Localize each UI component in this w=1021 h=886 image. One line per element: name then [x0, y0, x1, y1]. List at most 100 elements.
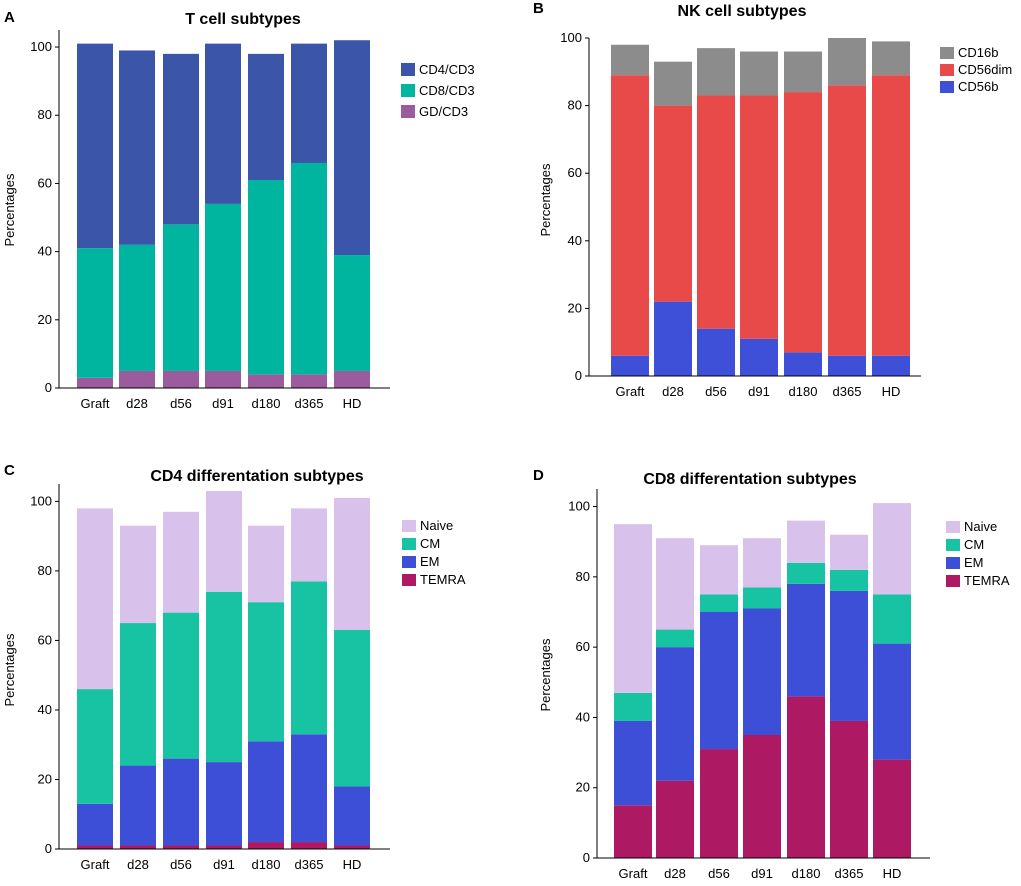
bar-cd8-cd3-d56: [163, 224, 199, 371]
bar-temra-hd: [334, 845, 370, 849]
legend-swatch: [946, 521, 960, 533]
x-tick-label: d28: [662, 384, 684, 399]
bar-temra-d56: [163, 845, 199, 849]
x-tick-label: d180: [792, 866, 821, 881]
y-tick-label: 40: [38, 244, 52, 259]
bar-em-hd: [873, 643, 911, 760]
legend: CD4/CD3 CD8/CD3 GD/CD3: [401, 62, 475, 119]
bar-cd8-cd3-hd: [334, 255, 370, 371]
bar-naive-graft: [614, 524, 652, 693]
bar-cd16b-graft: [611, 44, 649, 76]
bar-cd56b-d180: [784, 352, 822, 376]
x-tick-label: d56: [170, 857, 192, 872]
chart-panel-1: A T cell subtypes 0 20 40 60 80 100 Graft d28 d56 d…: [2, 9, 475, 411]
chart-title: T cell subtypes: [185, 11, 301, 28]
legend-label: CM: [964, 537, 984, 552]
bar-cd4-cd3-d28: [119, 50, 155, 245]
bar-naive-d365: [291, 508, 327, 582]
bar-naive-d28: [120, 525, 156, 624]
panel-letter: B: [533, 0, 544, 17]
x-tick-label: HD: [343, 857, 362, 872]
legend-swatch: [402, 574, 416, 586]
bar-cd56dim-d28: [654, 105, 692, 302]
legend-label: CD16b: [958, 45, 998, 60]
bar-cm-d180: [787, 562, 825, 584]
bar-naive-d91: [743, 538, 781, 588]
x-tick-label: d91: [748, 384, 770, 399]
x-tick-label: d56: [170, 396, 192, 411]
legend-label: GD/CD3: [419, 104, 468, 119]
legend-swatch: [402, 520, 416, 532]
bar-cd56b-d56: [697, 328, 735, 376]
x-tick-label: d365: [835, 866, 864, 881]
y-tick-label: 20: [568, 300, 582, 315]
bar-cm-d365: [830, 569, 868, 591]
y-tick-label: 80: [568, 98, 582, 113]
panel-letter: A: [4, 9, 15, 26]
y-tick-label: 60: [576, 639, 590, 654]
bars-group: [77, 40, 370, 388]
bar-naive-hd: [334, 497, 370, 630]
x-tick-label: d28: [664, 866, 686, 881]
legend-label: CD4/CD3: [419, 62, 475, 77]
bar-cd4-cd3-hd: [334, 40, 370, 256]
x-tick-label: d365: [295, 857, 324, 872]
bar-naive-hd: [873, 503, 911, 595]
bar-gd-cd3-d365: [291, 374, 327, 388]
y-axis-label: Percentages: [538, 638, 553, 711]
x-tick-label: d28: [126, 396, 148, 411]
bar-cd16b-d56: [697, 48, 735, 96]
bar-em-d91: [743, 608, 781, 735]
bar-cd56b-d365: [828, 355, 866, 376]
bar-naive-d180: [787, 520, 825, 563]
bar-cd56dim-graft: [611, 75, 649, 356]
legend-swatch: [401, 63, 415, 76]
legend-swatch: [401, 105, 415, 118]
y-tick-label: 60: [38, 632, 52, 647]
legend-swatch: [402, 538, 416, 550]
bar-cd56dim-hd: [872, 75, 910, 356]
legend-label: EM: [964, 555, 984, 570]
panel-letter: D: [533, 467, 544, 484]
bar-em-d91: [206, 762, 242, 846]
y-tick-label: 60: [38, 175, 52, 190]
bar-naive-d91: [206, 490, 242, 592]
y-tick-label: 20: [38, 312, 52, 327]
x-tick-label: HD: [343, 396, 362, 411]
bar-temra-d365: [291, 842, 327, 849]
y-tick-label: 40: [576, 709, 590, 724]
bar-cd56b-hd: [872, 355, 910, 376]
y-axis-label: Percentages: [2, 173, 17, 246]
y-tick-label: 60: [568, 165, 582, 180]
bar-em-d180: [248, 741, 284, 843]
bar-cd56dim-d56: [697, 95, 735, 329]
legend-label: TEMRA: [964, 573, 1010, 588]
bar-cd8-cd3-d91: [205, 203, 241, 371]
legend-label: Naive: [420, 518, 453, 533]
chart-panel-2: B NK cell subtypes 0 20 40 60 80 100 Graft d28 d56…: [533, 0, 1012, 399]
bar-em-d28: [656, 647, 694, 781]
x-tick-label: d91: [212, 396, 234, 411]
y-tick-label: 80: [38, 563, 52, 578]
bar-temra-d365: [830, 720, 868, 858]
bar-cd56b-d28: [654, 301, 692, 376]
y-tick-label: 100: [30, 493, 52, 508]
bar-em-graft: [77, 803, 113, 846]
x-tick-label: d365: [295, 396, 324, 411]
bar-cm-d91: [206, 591, 242, 763]
bar-cd56b-graft: [611, 355, 649, 376]
legend-label: CD56dim: [958, 62, 1012, 77]
y-tick-label: 0: [45, 841, 52, 856]
legend: Naive CM EM TEMRA: [402, 518, 466, 587]
y-tick-label: 20: [38, 771, 52, 786]
x-tick-label: d56: [705, 384, 727, 399]
y-tick-label: 100: [560, 30, 582, 45]
bar-naive-d365: [830, 534, 868, 570]
legend-swatch: [940, 64, 954, 76]
bar-cd8-cd3-d28: [119, 244, 155, 371]
y-tick-label: 80: [38, 107, 52, 122]
y-tick-label: 80: [576, 569, 590, 584]
x-tick-label: Graft: [81, 857, 110, 872]
chart-panel-3: C CD4 differentation subtypes 0 20 40 60 80 100…: [2, 462, 466, 872]
legend: Naive CM EM TEMRA: [946, 519, 1010, 588]
